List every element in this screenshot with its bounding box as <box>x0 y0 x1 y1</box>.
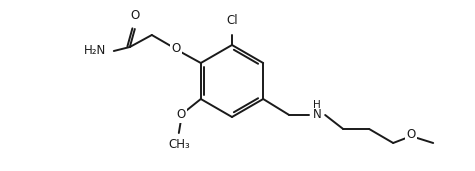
Text: O: O <box>407 128 416 141</box>
Text: N: N <box>313 109 322 122</box>
Text: O: O <box>171 43 180 56</box>
Text: Cl: Cl <box>226 14 238 27</box>
Text: O: O <box>130 9 140 22</box>
Text: O: O <box>176 109 185 122</box>
Text: CH₃: CH₃ <box>168 138 190 151</box>
Text: H: H <box>314 100 321 110</box>
Text: H₂N: H₂N <box>84 44 106 57</box>
